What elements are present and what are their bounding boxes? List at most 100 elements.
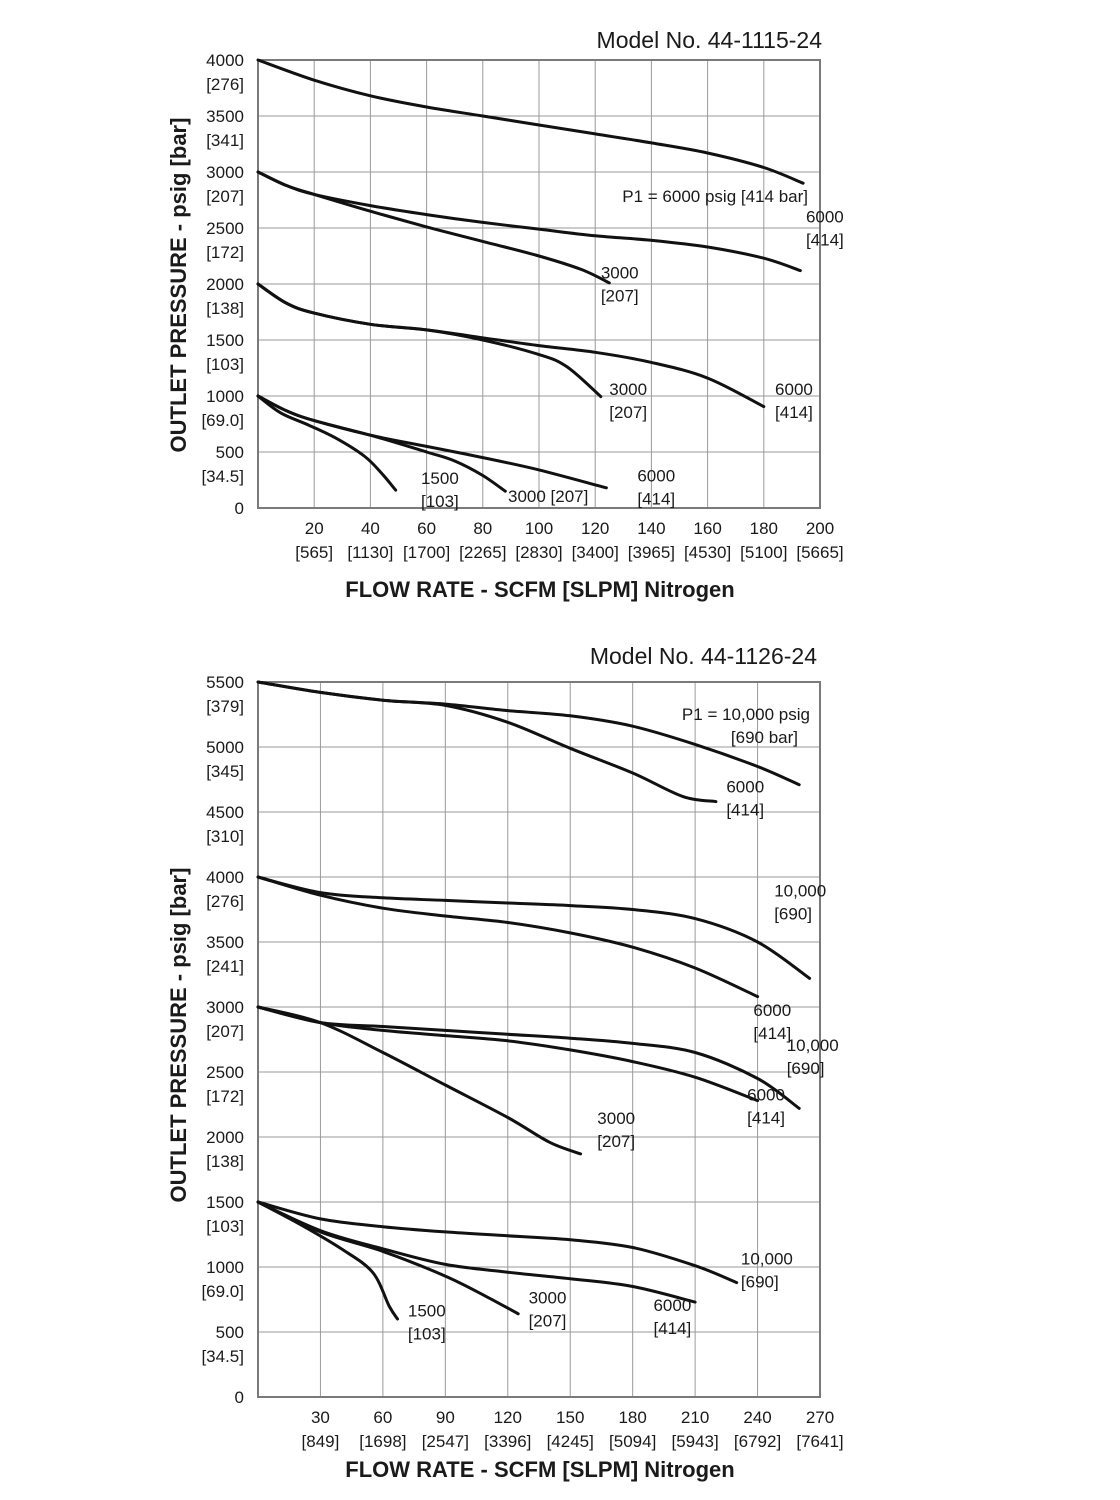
y-tick-sublabel: [341] (206, 131, 244, 150)
x-tick-label: 140 (637, 519, 665, 538)
y-tick-sublabel: [172] (206, 243, 244, 262)
curve-label: 6000 (775, 380, 813, 399)
y-tick-label: 4500 (206, 803, 244, 822)
y-tick-label: 0 (235, 499, 244, 518)
series-curve-10 (256, 1200, 399, 1321)
chart-note-line1: P1 = 10,000 psig (682, 705, 810, 724)
chart-note-line2: [690 bar] (731, 728, 798, 747)
y-tick-label: 2000 (206, 275, 244, 294)
curve-sublabel: [690] (787, 1059, 825, 1078)
series-curve-4 (256, 282, 603, 399)
curve-sublabel: [207] (597, 1132, 635, 1151)
x-tick-sublabel: [4530] (684, 543, 731, 562)
y-tick-sublabel: [34.5] (201, 1347, 244, 1366)
x-tick-label: 120 (494, 1408, 522, 1427)
y-tick-sublabel: [103] (206, 355, 244, 374)
x-tick-sublabel: [5943] (671, 1432, 718, 1451)
y-tick-sublabel: [310] (206, 827, 244, 846)
x-tick-label: 40 (361, 519, 380, 538)
curve-label: 6000 (753, 1001, 791, 1020)
x-tick-label: 180 (618, 1408, 646, 1427)
x-tick-sublabel: [3396] (484, 1432, 531, 1451)
series-curve-6 (256, 1005, 583, 1156)
curve-sublabel: [414] (726, 801, 764, 820)
curve-label-3000-inline: 3000 [207] (508, 487, 588, 506)
curve-label: 3000 (597, 1109, 635, 1128)
y-axis-label: OUTLET PRESSURE - psig [bar] (166, 118, 191, 453)
chart-44-1115-24: Model No. 44-1115-24 20 [565] 40 [1130] 60 [1… (166, 27, 844, 602)
x-axis-label: FLOW RATE - SCFM [SLPM] Nitrogen (345, 577, 734, 602)
series-curve-9 (256, 1200, 520, 1316)
x-axis-label: FLOW RATE - SCFM [SLPM] Nitrogen (345, 1457, 734, 1482)
x-tick-sublabel: [2265] (459, 543, 506, 562)
curve-sublabel: [207] (601, 286, 639, 305)
x-tick-label: 150 (556, 1408, 584, 1427)
curve-label: 6000 (637, 467, 675, 486)
y-tick-label: 5000 (206, 738, 244, 757)
series-curve-7 (256, 1200, 739, 1285)
chart-title: Model No. 44-1115-24 (597, 27, 823, 53)
x-tick-sublabel: [565] (295, 543, 333, 562)
x-tick-sublabel: [1698] (359, 1432, 406, 1451)
y-tick-sublabel: [276] (206, 892, 244, 911)
curve-label: 3000 (609, 380, 647, 399)
x-tick-sublabel: [7641] (796, 1432, 843, 1451)
y-tick-label: 4000 (206, 51, 244, 70)
curve-sublabel: [414] (653, 1319, 691, 1338)
curve-sublabel: [103] (408, 1324, 446, 1343)
curve-label: 1500 (421, 469, 459, 488)
y-tick-label: 500 (216, 1323, 244, 1342)
y-tick-label: 1000 (206, 387, 244, 406)
y-tick-label: 5500 (206, 673, 244, 692)
x-tick-sublabel: [1130] (347, 543, 393, 562)
y-tick-sublabel: [103] (206, 1217, 244, 1236)
series-curve-2 (256, 875, 812, 980)
x-tick-sublabel: [2830] (515, 543, 562, 562)
chart-title: Model No. 44-1126-24 (590, 643, 817, 669)
curve-label: 1500 (408, 1301, 446, 1320)
y-tick-label: 3500 (206, 933, 244, 952)
curve-label: 6000 (653, 1296, 691, 1315)
x-tick-sublabel: [4245] (547, 1432, 594, 1451)
x-tick-label: 270 (806, 1408, 834, 1427)
curve-sublabel: [414] (747, 1109, 785, 1128)
curve-sublabel: [414] (753, 1024, 791, 1043)
y-tick-sublabel: [207] (206, 1022, 244, 1041)
x-tick-label: 200 (806, 519, 834, 538)
x-tick-label: 210 (681, 1408, 709, 1427)
chart-44-1126-24: Model No. 44-1126-24 30 [849] 60 [1698] 90 [2… (166, 643, 844, 1482)
y-tick-label: 4000 (206, 868, 244, 887)
x-tick-label: 80 (473, 519, 492, 538)
series-curve-2 (256, 170, 611, 285)
y-tick-sublabel: [69.0] (201, 411, 244, 430)
y-tick-sublabel: [69.0] (201, 1282, 244, 1301)
curve-sublabel: [207] (529, 1311, 567, 1330)
curve-label: 10,000 (787, 1036, 839, 1055)
curve-label: 6000 (806, 207, 844, 226)
x-tick-sublabel: [5094] (609, 1432, 656, 1451)
curve-sublabel: [690] (774, 905, 812, 924)
curve-label: 10,000 (774, 882, 826, 901)
x-tick-label: 180 (750, 519, 778, 538)
y-tick-label: 1500 (206, 1193, 244, 1212)
x-tick-label: 240 (743, 1408, 771, 1427)
y-tick-sublabel: [379] (206, 697, 244, 716)
y-tick-label: 2500 (206, 219, 244, 238)
chart-note: P1 = 6000 psig [414 bar] (622, 187, 808, 206)
x-tick-sublabel: [3965] (628, 543, 675, 562)
curve-sublabel: [103] (421, 492, 459, 511)
x-tick-label: 60 (373, 1408, 392, 1427)
y-tick-label: 2500 (206, 1063, 244, 1082)
y-tick-label: 3000 (206, 998, 244, 1017)
x-tick-label: 60 (417, 519, 436, 538)
y-tick-label: 500 (216, 443, 244, 462)
series-curve-0 (256, 680, 801, 787)
series-curve-4 (256, 1005, 801, 1110)
x-tick-label: 160 (693, 519, 721, 538)
x-tick-sublabel: [5100] (740, 543, 787, 562)
x-tick-label: 90 (436, 1408, 455, 1427)
series-curve-3 (256, 875, 760, 999)
y-tick-label: 0 (235, 1388, 244, 1407)
y-tick-sublabel: [34.5] (201, 467, 244, 486)
x-tick-label: 20 (305, 519, 324, 538)
